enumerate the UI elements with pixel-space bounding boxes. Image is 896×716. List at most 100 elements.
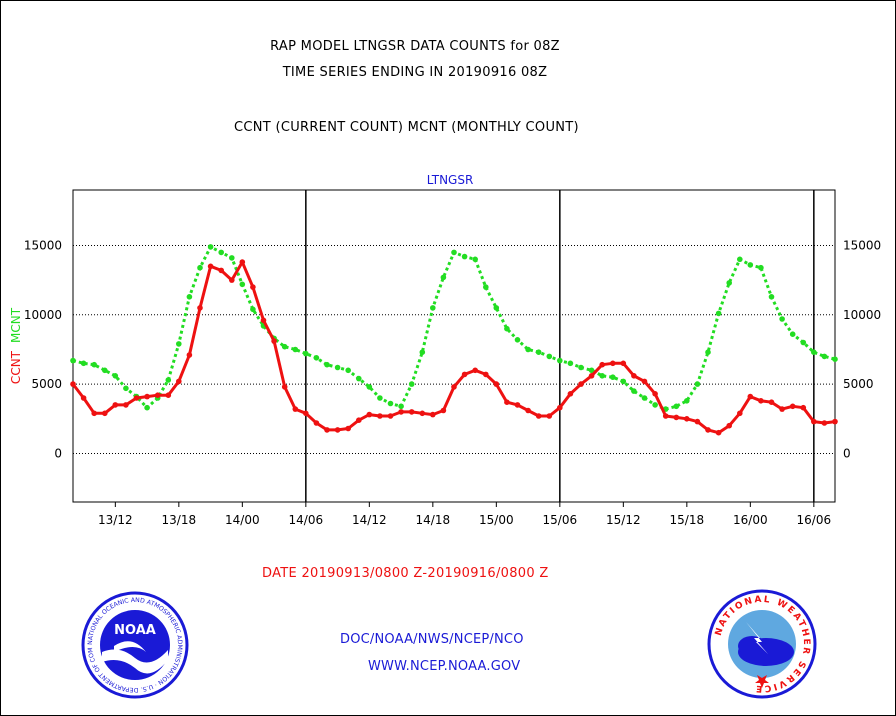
data-point-ccnt (715, 429, 722, 436)
data-point-ccnt (292, 406, 299, 412)
data-point-ccnt (789, 403, 796, 410)
y-tick-label-right: 15000 (843, 238, 881, 252)
data-point-mcnt (631, 388, 637, 394)
data-point-ccnt (207, 263, 214, 270)
data-point-mcnt (525, 346, 531, 353)
series-ccnt (70, 259, 838, 436)
chart-title-line-1: RAP MODEL LTNGSR DATA COUNTS for 08Z (270, 39, 560, 54)
data-point-mcnt (250, 306, 256, 313)
x-tick-label: 14/06 (289, 513, 324, 527)
website-link[interactable]: WWW.NCEP.NOAA.GOV (368, 659, 521, 674)
data-point-mcnt (472, 256, 479, 263)
day-boundary-lines (305, 190, 815, 502)
y-tick-label-right: 5000 (843, 377, 874, 391)
data-point-mcnt (239, 281, 246, 288)
data-point-ccnt (398, 409, 404, 415)
y-axis-right: 0 5000 10000 15000 (843, 238, 881, 460)
x-tick-label: 14/18 (416, 513, 451, 527)
data-point-ccnt (800, 404, 807, 411)
y-axis-left: 0 5000 10000 15000 (24, 238, 62, 460)
data-point-mcnt (165, 377, 172, 383)
data-point-ccnt (123, 402, 129, 408)
data-point-ccnt (832, 418, 838, 425)
data-point-ccnt (684, 416, 690, 422)
data-point-ccnt (112, 402, 119, 408)
data-point-mcnt (514, 337, 521, 343)
data-point-mcnt (483, 284, 489, 290)
plot-frame (72, 189, 836, 503)
data-point-ccnt (102, 410, 108, 417)
data-point-ccnt (514, 402, 521, 408)
data-point-ccnt (631, 373, 637, 379)
y-axis-label-ccnt: CCNT (9, 350, 23, 384)
x-axis: 13/12 13/18 14/00 14/06 14/12 14/18 15/00 15/06… (98, 502, 831, 527)
y-tick-label-right: 10000 (843, 308, 881, 322)
data-point-mcnt (694, 381, 701, 387)
data-point-ccnt (218, 267, 224, 274)
data-point-ccnt (610, 360, 616, 367)
x-tick-label: 13/12 (98, 513, 133, 527)
data-point-ccnt (673, 414, 680, 421)
data-point-mcnt (652, 402, 658, 408)
data-point-ccnt (260, 317, 267, 324)
data-point-ccnt (493, 381, 500, 387)
y-tick-label-left: 10000 (24, 308, 62, 322)
data-point-ccnt (758, 398, 764, 404)
data-point-ccnt (546, 413, 553, 419)
data-point-mcnt (747, 262, 754, 268)
chart-legend-description: CCNT (CURRENT COUNT) MCNT (MONTHLY COUNT… (234, 120, 579, 135)
x-tick-label: 15/18 (670, 513, 705, 527)
data-point-ccnt (599, 361, 605, 368)
data-point-mcnt (387, 400, 394, 407)
x-tick-label: 15/06 (543, 513, 578, 527)
series-line-ccnt (71, 260, 836, 435)
data-point-mcnt (398, 403, 404, 410)
data-point-mcnt (620, 378, 627, 385)
data-point-ccnt (271, 338, 277, 344)
data-point-ccnt (578, 381, 584, 387)
data-point-ccnt (662, 413, 669, 419)
data-point-mcnt (186, 294, 193, 300)
data-point-ccnt (408, 409, 415, 415)
data-point-ccnt (250, 284, 256, 290)
data-point-mcnt (197, 264, 203, 271)
data-point-mcnt (578, 364, 584, 371)
data-point-mcnt (684, 398, 690, 404)
data-point-ccnt (377, 413, 383, 419)
data-point-mcnt (610, 374, 616, 381)
data-point-mcnt (821, 353, 828, 360)
data-point-ccnt (133, 395, 140, 401)
data-point-mcnt (451, 249, 457, 256)
y-tick-label-right: 0 (843, 446, 851, 460)
data-point-ccnt (70, 381, 76, 387)
x-tick-label: 16/06 (797, 513, 832, 527)
data-point-ccnt (557, 404, 563, 411)
data-point-mcnt (588, 367, 595, 374)
data-point-ccnt (620, 360, 627, 367)
data-point-ccnt (229, 277, 235, 283)
data-point-ccnt (440, 407, 447, 414)
data-point-mcnt (504, 325, 510, 332)
data-point-mcnt (207, 244, 214, 250)
org-path-link[interactable]: DOC/NOAA/NWS/NCEP/NCO (340, 632, 524, 647)
series-mcnt (70, 244, 838, 412)
x-tick-label: 15/12 (606, 513, 641, 527)
data-point-ccnt (652, 391, 658, 397)
data-point-mcnt (218, 249, 224, 256)
data-point-mcnt (70, 357, 76, 364)
data-point-mcnt (599, 373, 605, 379)
data-point-ccnt (588, 373, 595, 379)
data-point-mcnt (789, 331, 796, 338)
data-point-ccnt (186, 352, 193, 358)
data-point-mcnt (768, 294, 775, 300)
noaa-logo: NATIONAL OCEANIC AND ATMOSPHERIC ADMINIS… (80, 590, 189, 699)
data-point-mcnt (345, 367, 352, 374)
data-point-mcnt (535, 349, 542, 356)
data-point-ccnt (737, 410, 743, 417)
data-point-ccnt (324, 427, 330, 433)
data-point-mcnt (123, 385, 129, 392)
data-point-ccnt (694, 418, 701, 425)
data-point-mcnt (408, 381, 415, 387)
x-tick-label: 16/00 (733, 513, 768, 527)
